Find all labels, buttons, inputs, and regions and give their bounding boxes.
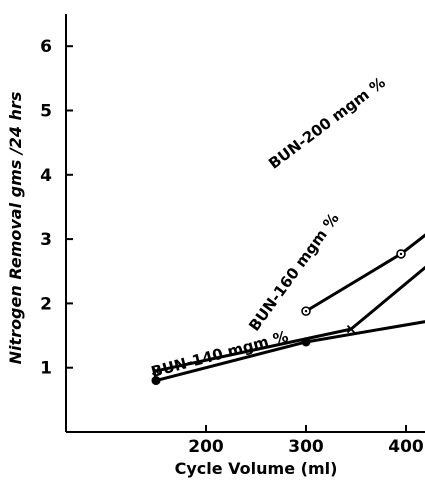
data-point [346,324,356,334]
y-tick-label: 3 [40,230,52,250]
y-axis-title: Nitrogen Removal gms /24 hrs [6,92,25,365]
data-point [151,376,161,386]
x-tick-label: 400 [388,437,424,457]
x-marker-stroke [346,324,356,334]
x-tick-label: 300 [288,437,324,457]
data-point-center [304,309,308,313]
series-2 [151,320,425,386]
x-tick-label: 200 [188,437,224,457]
y-tick-label: 6 [40,37,52,57]
data-point [151,366,161,376]
y-tick-label: 4 [40,166,52,186]
series-label-bun-140: BUN-140 mgm % [149,327,290,381]
axes [65,14,425,433]
y-tick-label: 2 [40,294,52,314]
x-axis-ticks: 200300400500600 [188,425,424,457]
y-axis-ticks: 1 2 3 4 5 6 [40,37,73,379]
series-1 [151,265,425,376]
series-layer [151,233,425,386]
data-point [301,337,311,347]
series-0 [301,233,425,316]
x-axis-title: Cycle Volume (ml) [175,459,338,478]
y-tick-label: 5 [40,102,52,122]
series-label-bun-200: BUN-200 mgm % [265,73,389,172]
y-tick-label: 1 [40,359,52,379]
data-point-center [399,252,403,256]
x-marker-stroke [151,366,161,376]
series-label-bun-160: BUN-160 mgm % [245,210,343,335]
